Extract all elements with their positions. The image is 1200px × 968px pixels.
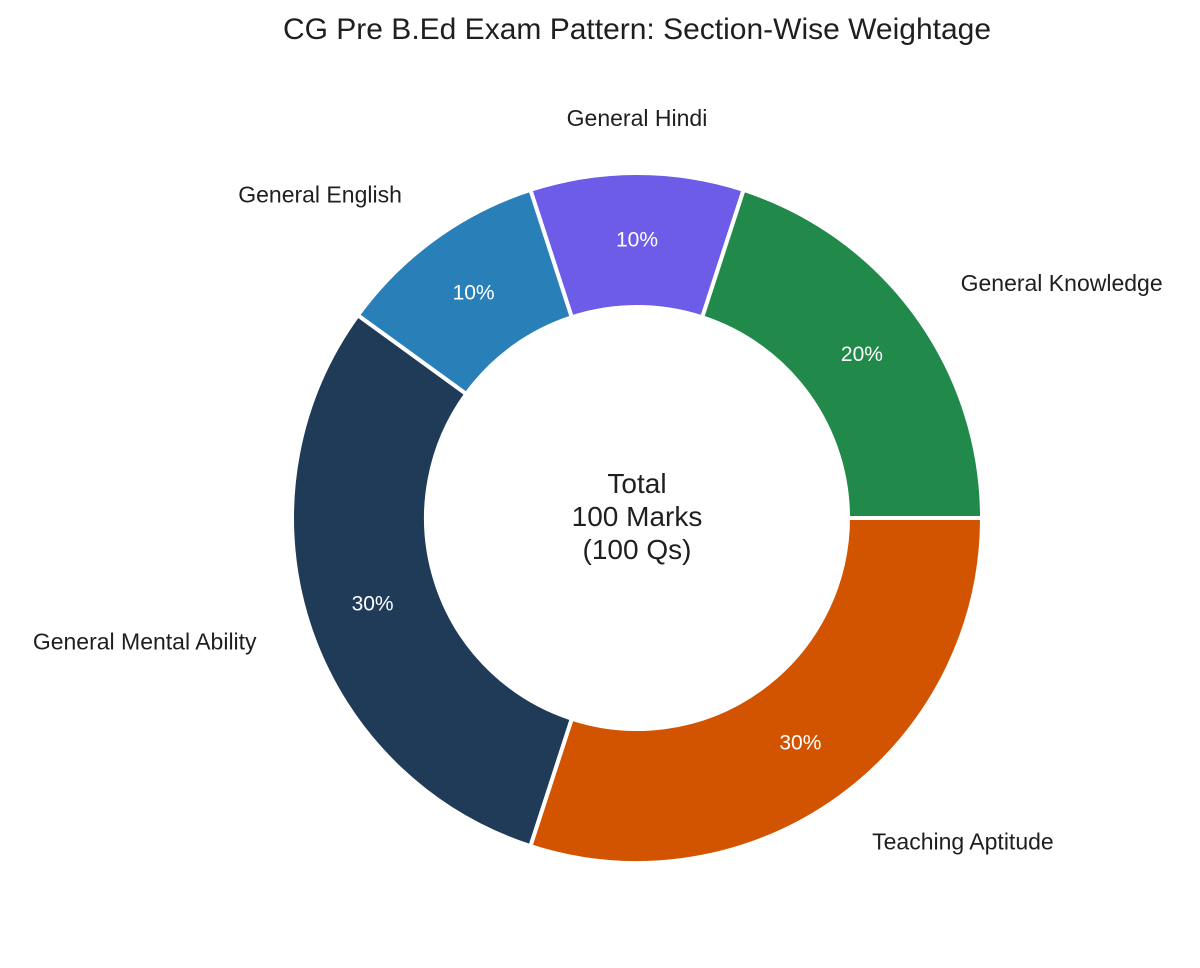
category-label-general-english: General English	[238, 181, 402, 207]
chart-title: CG Pre B.Ed Exam Pattern: Section-Wise W…	[283, 13, 991, 46]
category-label-teaching-aptitude: Teaching Aptitude	[872, 829, 1054, 855]
slices-group	[290, 171, 984, 865]
category-labels-group: General Hindi General Knowledge Teaching A…	[33, 105, 1163, 855]
center-total-label: Total	[607, 468, 666, 499]
slice-general-mental-ability	[290, 313, 574, 849]
category-label-general-knowledge: General Knowledge	[961, 270, 1163, 296]
center-marks-label: 100 Marks	[572, 501, 703, 532]
percent-label-teaching-aptitude: 30%	[779, 731, 821, 754]
category-label-general-mental-ability: General Mental Ability	[33, 629, 257, 655]
category-label-general-hindi: General Hindi	[567, 105, 708, 131]
center-questions-label: (100 Qs)	[583, 534, 692, 565]
percent-label-general-knowledge: 20%	[841, 343, 883, 366]
percent-label-general-hindi: 10%	[616, 229, 658, 252]
percent-label-general-mental-ability: 30%	[352, 592, 394, 615]
slice-general-knowledge	[700, 187, 984, 520]
percent-label-general-english: 10%	[453, 282, 495, 305]
slice-general-english	[355, 187, 574, 396]
slice-teaching-aptitude	[528, 516, 984, 865]
percent-labels-group: 10% 20% 30% 30% 10%	[352, 229, 883, 755]
